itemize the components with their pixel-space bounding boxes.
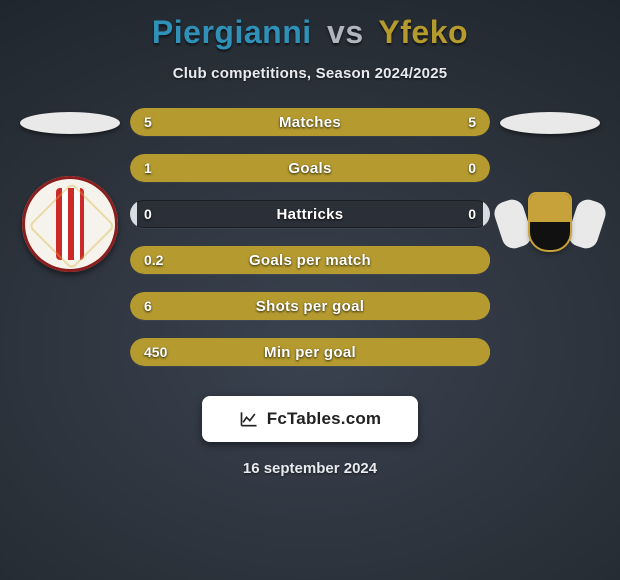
stat-row: Goals per match0.2 bbox=[130, 246, 490, 274]
stat-row: Goals10 bbox=[130, 154, 490, 182]
bar-value-right: 5 bbox=[468, 108, 476, 136]
watermark-text: FcTables.com bbox=[267, 409, 382, 429]
bar-value-left: 1 bbox=[144, 154, 152, 182]
bar-fill-right bbox=[429, 154, 490, 182]
bar-track: Goals per match0.2 bbox=[130, 246, 490, 274]
stat-row: Hattricks0 0 bbox=[130, 200, 490, 228]
bar-value-left: 0 bbox=[144, 200, 152, 228]
watermark: FcTables.com bbox=[202, 396, 418, 442]
bar-value-left: 5 bbox=[144, 108, 152, 136]
bar-track: Min per goal450 bbox=[130, 338, 490, 366]
player1-name: Piergianni bbox=[152, 14, 312, 50]
bar-fill-right bbox=[310, 108, 490, 136]
bar-stripe-left bbox=[130, 200, 137, 228]
bar-fill-left bbox=[130, 338, 490, 366]
bar-value-right: 0 bbox=[468, 154, 476, 182]
bar-label: Hattricks bbox=[130, 200, 490, 228]
stat-row: Shots per goal6 bbox=[130, 292, 490, 320]
bar-stripe-right bbox=[483, 200, 490, 228]
stevenage-crest-icon bbox=[22, 176, 118, 272]
bar-value-left: 6 bbox=[144, 292, 152, 320]
stat-row: Min per goal450 bbox=[130, 338, 490, 366]
left-club-badge bbox=[20, 174, 120, 274]
opponent-crest-icon bbox=[502, 176, 598, 272]
main-row: Matches55Goals10Hattricks00Goals per mat… bbox=[0, 108, 620, 366]
bar-fill-left bbox=[130, 246, 490, 274]
vs-label: vs bbox=[327, 14, 364, 50]
stat-row: Matches55 bbox=[130, 108, 490, 136]
bar-track: Matches55 bbox=[130, 108, 490, 136]
bar-track: Goals10 bbox=[130, 154, 490, 182]
right-country-shape bbox=[500, 112, 600, 134]
subtitle: Club competitions, Season 2024/2025 bbox=[0, 65, 620, 82]
page-title: Piergianni vs Yfeko bbox=[0, 14, 620, 51]
date-label: 16 september 2024 bbox=[0, 460, 620, 477]
bar-value-right: 0 bbox=[468, 200, 476, 228]
player2-name: Yfeko bbox=[378, 14, 468, 50]
bar-fill-left bbox=[130, 108, 310, 136]
bar-fill-left bbox=[130, 154, 429, 182]
bar-fill-left bbox=[130, 292, 490, 320]
stats-bars: Matches55Goals10Hattricks00Goals per mat… bbox=[130, 108, 490, 366]
fctables-logo-icon bbox=[239, 409, 259, 429]
right-club-badge bbox=[500, 174, 600, 274]
bar-value-left: 450 bbox=[144, 338, 167, 366]
bar-track: Shots per goal6 bbox=[130, 292, 490, 320]
comparison-card: Piergianni vs Yfeko Club competitions, S… bbox=[0, 0, 620, 580]
bar-track: Hattricks0 0 bbox=[130, 200, 490, 228]
right-badge-column bbox=[500, 108, 600, 274]
left-country-shape bbox=[20, 112, 120, 134]
bar-value-left: 0.2 bbox=[144, 246, 163, 274]
left-badge-column bbox=[20, 108, 120, 274]
